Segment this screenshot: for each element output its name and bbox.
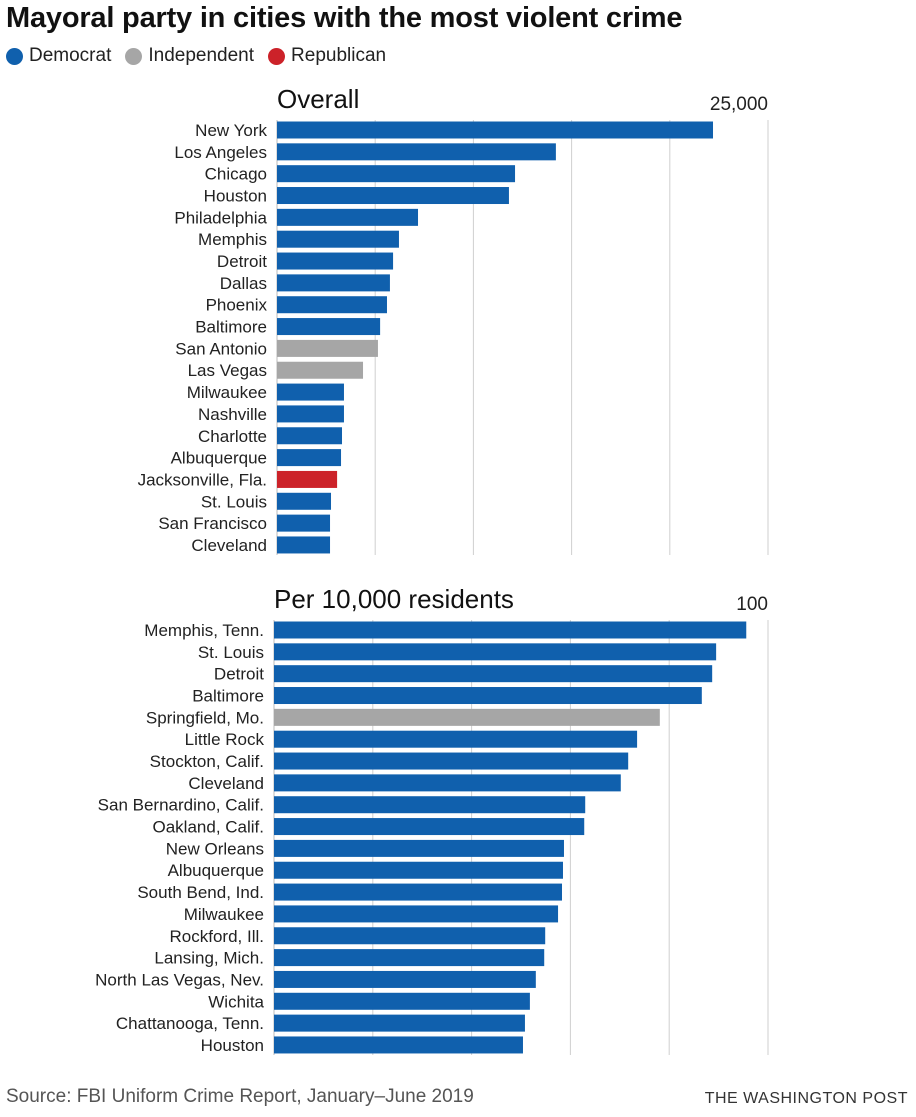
category-label: Las Vegas (188, 361, 267, 380)
bar (277, 470, 338, 488)
bar (277, 208, 419, 226)
bar (277, 427, 343, 445)
category-label: Charlotte (198, 427, 267, 446)
category-label: Milwaukee (184, 905, 264, 924)
category-label: San Antonio (175, 339, 267, 358)
category-label: Detroit (214, 665, 264, 684)
category-label: Cleveland (188, 774, 264, 793)
bar (277, 143, 556, 161)
category-label: Houston (204, 187, 267, 206)
category-label: Oakland, Calif. (153, 818, 265, 837)
panel-title: Per 10,000 residents (274, 584, 514, 614)
bar (274, 970, 536, 988)
bar (274, 774, 621, 792)
bar (274, 905, 559, 923)
category-label: Dallas (220, 274, 267, 293)
legend-swatch-independent (125, 47, 143, 65)
category-label: New Orleans (166, 839, 264, 858)
legend: Democrat Independent Republican (6, 45, 386, 67)
bar (277, 274, 390, 292)
bar (274, 927, 546, 945)
bar (277, 383, 344, 401)
bar (274, 796, 586, 814)
bar (277, 339, 378, 357)
category-label: Philadelphia (174, 208, 267, 227)
max-tick-label: 100 (736, 594, 768, 615)
bar (274, 861, 563, 879)
bar (274, 839, 564, 857)
category-label: Nashville (198, 405, 267, 424)
bar (277, 230, 399, 248)
legend-label: Democrat (29, 45, 112, 66)
category-label: Phoenix (206, 296, 268, 315)
bar (274, 818, 585, 836)
category-label: New York (195, 121, 267, 140)
category-label: Detroit (217, 252, 267, 271)
legend-label: Republican (291, 45, 387, 66)
category-label: Baltimore (195, 318, 267, 337)
bar (277, 318, 381, 336)
category-label: St. Louis (201, 492, 267, 511)
category-label: Memphis (198, 230, 267, 249)
legend-item-democrat: Democrat (6, 45, 111, 67)
legend-swatch-democrat (6, 47, 23, 65)
category-label: Los Angeles (174, 143, 267, 162)
bar (274, 949, 545, 967)
bar (274, 730, 638, 748)
bar (274, 665, 713, 683)
category-label: Little Rock (185, 730, 265, 749)
legend-item-republican: Republican (268, 45, 386, 67)
bar (274, 1036, 523, 1054)
bar (277, 361, 364, 379)
max-tick-label: 25,000 (710, 94, 768, 115)
bar (277, 252, 394, 270)
category-label: South Bend, Ind. (137, 883, 264, 902)
bar (274, 883, 563, 901)
category-label: Wichita (208, 992, 264, 1011)
legend-item-independent: Independent (125, 45, 254, 67)
category-label: Lansing, Mich. (154, 949, 264, 968)
bar (277, 187, 509, 205)
category-label: Rockford, Ill. (170, 927, 264, 946)
source-note: Source: FBI Uniform Crime Report, Januar… (6, 1086, 474, 1107)
legend-swatch-republican (268, 47, 286, 65)
category-label: Chattanooga, Tenn. (116, 1014, 264, 1033)
chart-title: Mayoral party in cities with the most vi… (6, 2, 683, 34)
category-label: Cleveland (191, 536, 267, 555)
bar (277, 536, 331, 554)
category-label: San Bernardino, Calif. (98, 796, 264, 815)
category-label: Houston (201, 1036, 264, 1055)
category-label: Albuquerque (171, 449, 267, 468)
bar (277, 165, 516, 183)
bar (277, 296, 387, 314)
category-label: Springfield, Mo. (146, 708, 264, 727)
bar (277, 405, 344, 423)
category-label: Milwaukee (187, 383, 267, 402)
category-label: North Las Vegas, Nev. (95, 970, 264, 989)
bar (274, 992, 530, 1010)
category-label: Jacksonville, Fla. (138, 470, 267, 489)
category-label: Stockton, Calif. (150, 752, 264, 771)
bar (274, 643, 717, 661)
bar (277, 121, 714, 139)
category-label: Chicago (205, 165, 267, 184)
bar (277, 514, 331, 532)
category-label: San Francisco (158, 514, 267, 533)
panel-title: Overall (277, 84, 359, 114)
category-label: Baltimore (192, 687, 264, 706)
bar (277, 449, 342, 467)
credit: THE WASHINGTON POST (704, 1090, 908, 1107)
category-label: Memphis, Tenn. (144, 621, 264, 640)
bar (274, 687, 702, 705)
bar (274, 621, 747, 639)
bar (277, 492, 332, 510)
bar (274, 752, 629, 770)
bar (274, 708, 660, 726)
category-label: Albuquerque (168, 861, 264, 880)
bar (274, 1014, 525, 1032)
legend-label: Independent (148, 45, 255, 66)
category-label: St. Louis (198, 643, 264, 662)
